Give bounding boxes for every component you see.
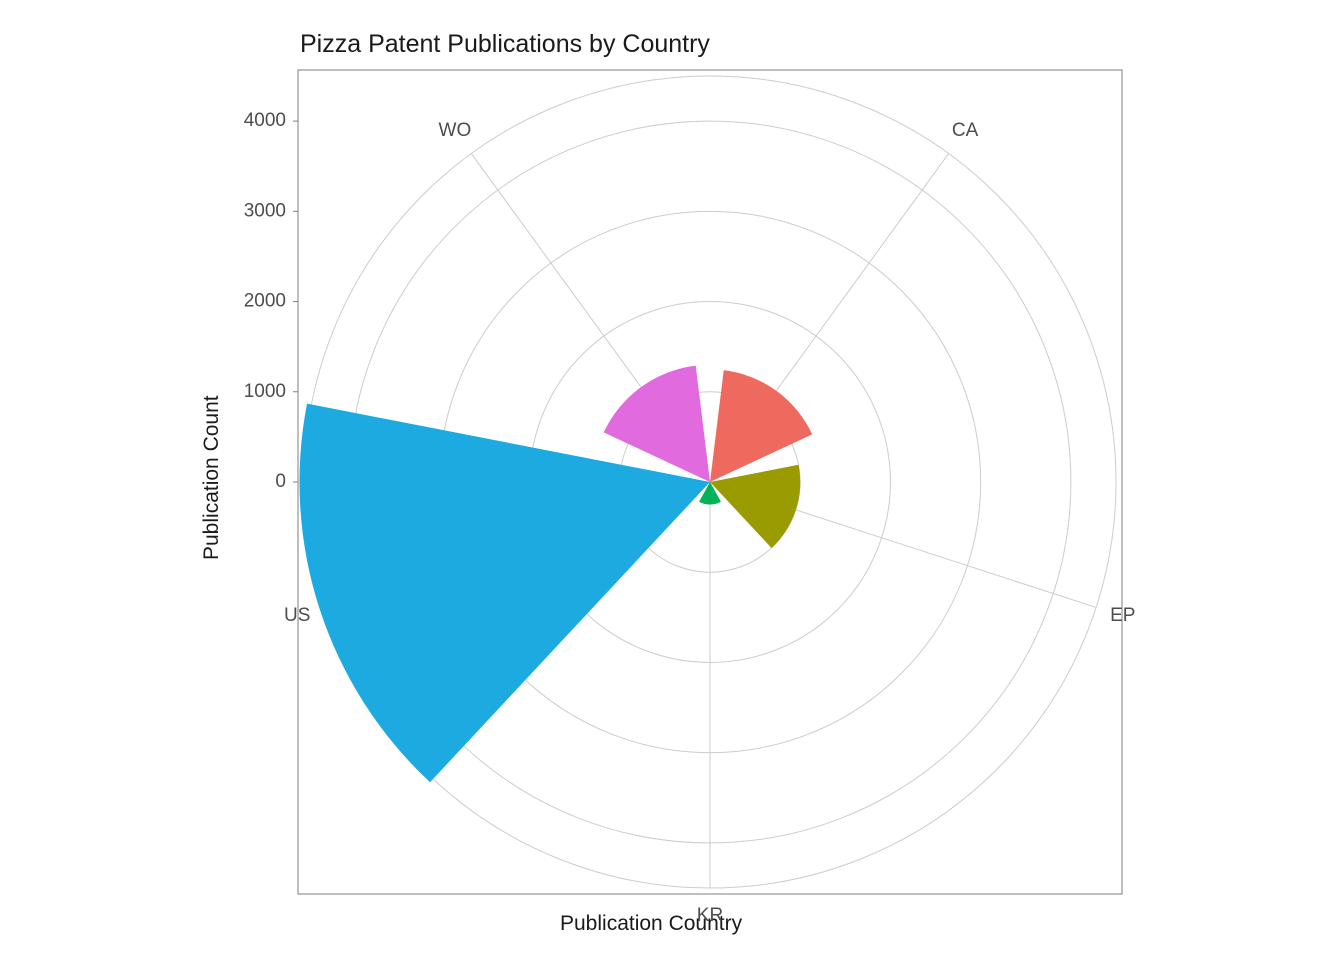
- polar-chart-svg: CA EP KR US WO 0 1000 2000 3000 4000: [0, 0, 1344, 960]
- chart-container: Pizza Patent Publications by Country Pub…: [0, 0, 1344, 960]
- category-label: US: [284, 605, 310, 626]
- category-label: KR: [697, 905, 723, 926]
- category-label: EP: [1110, 605, 1135, 626]
- polar-bar: [299, 404, 710, 783]
- ytick-label: 3000: [244, 200, 286, 221]
- category-label: CA: [952, 120, 979, 141]
- ytick-label: 0: [275, 471, 286, 492]
- polar-bar: [710, 465, 800, 548]
- ytick-marks: [293, 121, 298, 482]
- ytick-label: 4000: [244, 110, 286, 131]
- ytick-labels: 0 1000 2000 3000 4000: [244, 110, 286, 492]
- category-label: WO: [439, 120, 472, 141]
- ytick-label: 1000: [244, 381, 286, 402]
- polar-bars: [299, 366, 812, 783]
- ytick-label: 2000: [244, 291, 286, 312]
